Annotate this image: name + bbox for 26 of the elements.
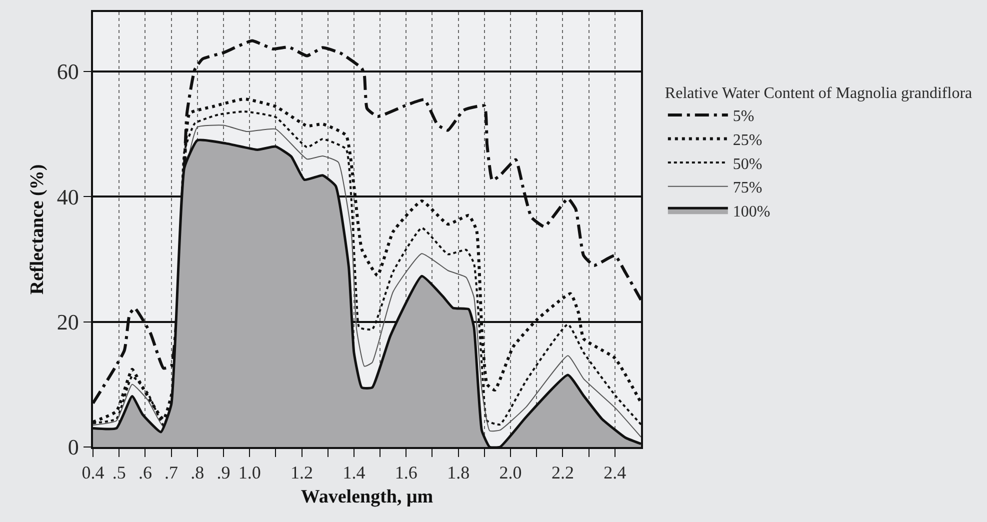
x-tick-label: .6: [138, 462, 152, 482]
x-tick-label: 2.2: [551, 462, 574, 482]
x-tick-label: .8: [190, 462, 204, 482]
legend-label: 75%: [732, 180, 762, 197]
y-tick-label: 60: [56, 59, 79, 84]
x-tick-label: .5: [112, 462, 126, 482]
x-axis-title: Wavelength, μm: [300, 486, 434, 508]
x-tick-label: 0.4: [82, 462, 104, 482]
y-tick-label: 40: [56, 184, 79, 210]
y-axis-title: Reflectance (%): [27, 164, 48, 295]
legend-label: 5%: [732, 108, 754, 126]
y-tick-label: 20: [56, 310, 79, 335]
x-tick-label: 1.6: [394, 462, 418, 482]
x-tick-label: 1.4: [342, 462, 366, 482]
legend-label: 50%: [732, 156, 762, 173]
x-tick-label: 2.4: [604, 462, 626, 482]
x-tick-label: 1.0: [238, 462, 261, 482]
legend-label: 25%: [732, 132, 762, 149]
legend-title: Relative Water Content of Magnolia grandiflora: [664, 85, 972, 102]
x-tick-label: 2.0: [499, 462, 522, 482]
x-tick-label: .7: [164, 462, 178, 482]
x-tick-label: 1.2: [290, 462, 314, 482]
legend-label: 100%: [732, 203, 770, 220]
x-tick-label: 1.8: [447, 462, 470, 482]
x-tick-label: .9: [216, 462, 230, 482]
y-tick-label: 0: [68, 434, 79, 460]
